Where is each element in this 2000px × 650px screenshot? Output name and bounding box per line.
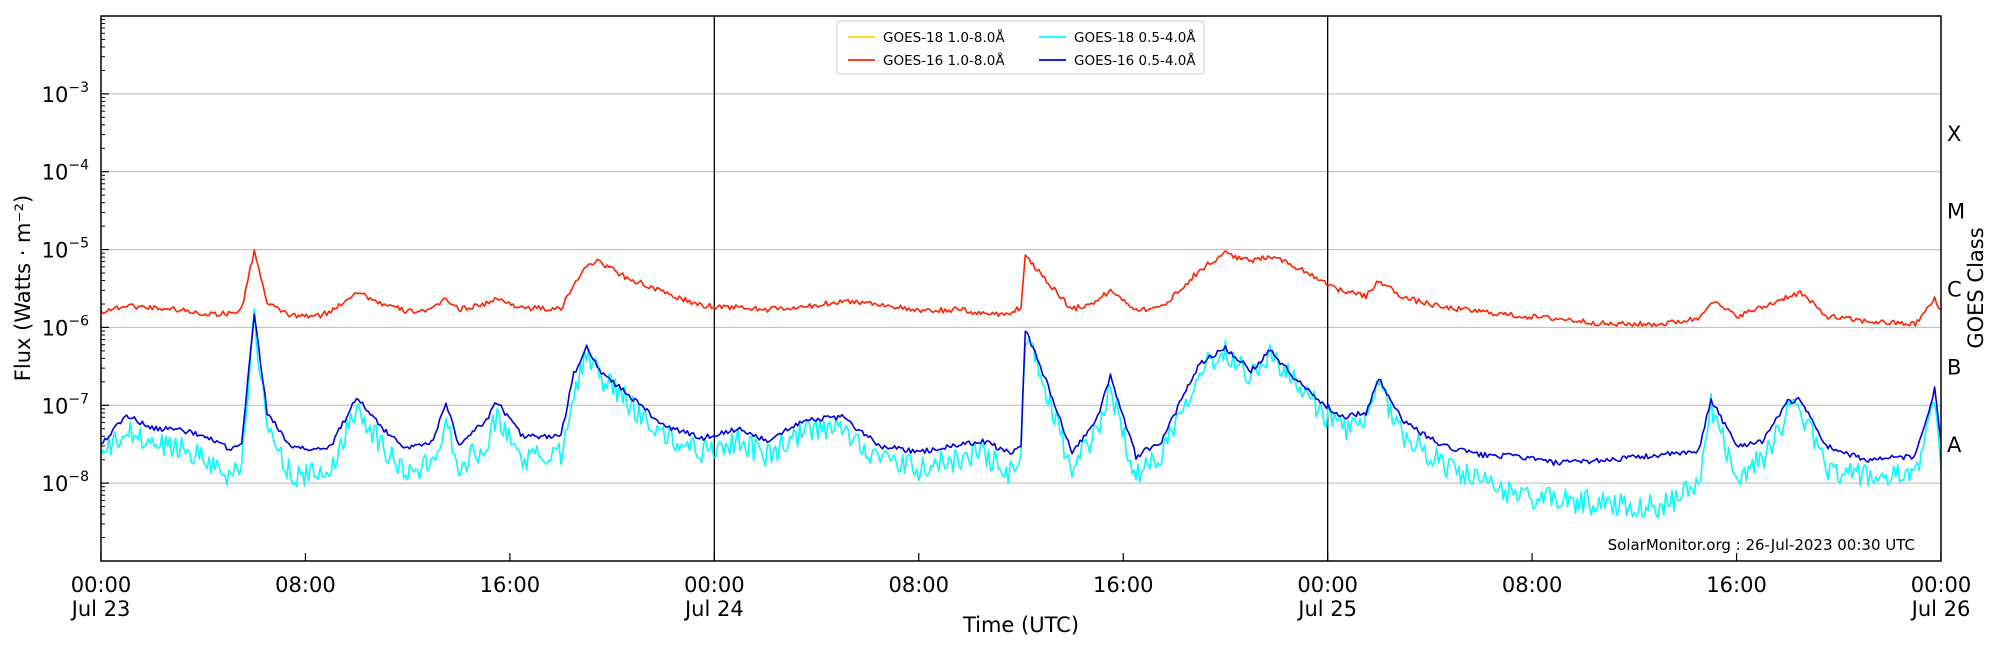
x-tick-label: 08:00 — [275, 573, 336, 597]
x-tick-date-label: Jul 24 — [683, 597, 744, 621]
x-axis-title: Time (UTC) — [962, 613, 1079, 637]
goes-class-c: C — [1947, 278, 1962, 302]
goes-class-labels: A B C M X — [1947, 122, 1965, 457]
y-tick-label: 10−4 — [42, 158, 89, 185]
x-tick-label: 16:00 — [1706, 573, 1767, 597]
legend: GOES-18 1.0-8.0Å GOES-16 1.0-8.0Å GOES-18 … — [836, 20, 1205, 75]
x-tick-date-label: Jul 25 — [1296, 597, 1357, 621]
legend-label: GOES-16 0.5-4.0Å — [1074, 52, 1196, 69]
plot-frame — [100, 15, 1942, 562]
legend-label: GOES-18 0.5-4.0Å — [1074, 29, 1196, 46]
series-lines — [101, 249, 1941, 519]
goes-class-x: X — [1947, 122, 1961, 146]
x-tick-label: 08:00 — [1502, 573, 1563, 597]
y-tick-label: 10−8 — [42, 469, 89, 496]
x-tick-label: 00:00 — [71, 573, 132, 597]
day-boundaries — [713, 16, 1329, 561]
legend-label: GOES-16 1.0-8.0Å — [883, 52, 1005, 69]
y2-axis-title: GOES Class — [1964, 227, 1988, 348]
goes-class-m: M — [1947, 200, 1965, 224]
y-tick-label: 10−6 — [42, 313, 89, 340]
legend-label: GOES-18 1.0-8.0Å — [883, 29, 1005, 46]
goes-class-b: B — [1947, 355, 1961, 379]
x-tick-label: 16:00 — [1093, 573, 1154, 597]
y-tick-label: 10−3 — [42, 80, 89, 107]
series-line-2 — [101, 308, 1941, 519]
goes-class-a: A — [1947, 433, 1962, 457]
x-tick-label: 00:00 — [684, 573, 745, 597]
gridlines — [101, 93, 1941, 484]
y-tick-label: 10−5 — [42, 236, 89, 263]
series-line-3 — [101, 313, 1941, 467]
y-axis-title: Flux (Watts · m⁻²) — [11, 195, 35, 381]
x-tick-label: 00:00 — [1297, 573, 1358, 597]
x-tick-date-label: Jul 23 — [70, 597, 131, 621]
y-tick-label: 10−7 — [42, 391, 89, 418]
x-tick-label: 00:00 — [1911, 573, 1972, 597]
x-tick-label: 08:00 — [889, 573, 950, 597]
credit-text: SolarMonitor.org : 26-Jul-2023 00:30 UTC — [1608, 536, 1915, 554]
series-line-1 — [101, 249, 1941, 328]
x-tick-label: 16:00 — [480, 573, 541, 597]
y-axis-ticks: 10−8 10−7 10−6 10−5 10−4 10−3 — [42, 19, 109, 539]
legend-box — [836, 20, 1205, 75]
x-tick-date-label: Jul 26 — [1910, 597, 1971, 621]
